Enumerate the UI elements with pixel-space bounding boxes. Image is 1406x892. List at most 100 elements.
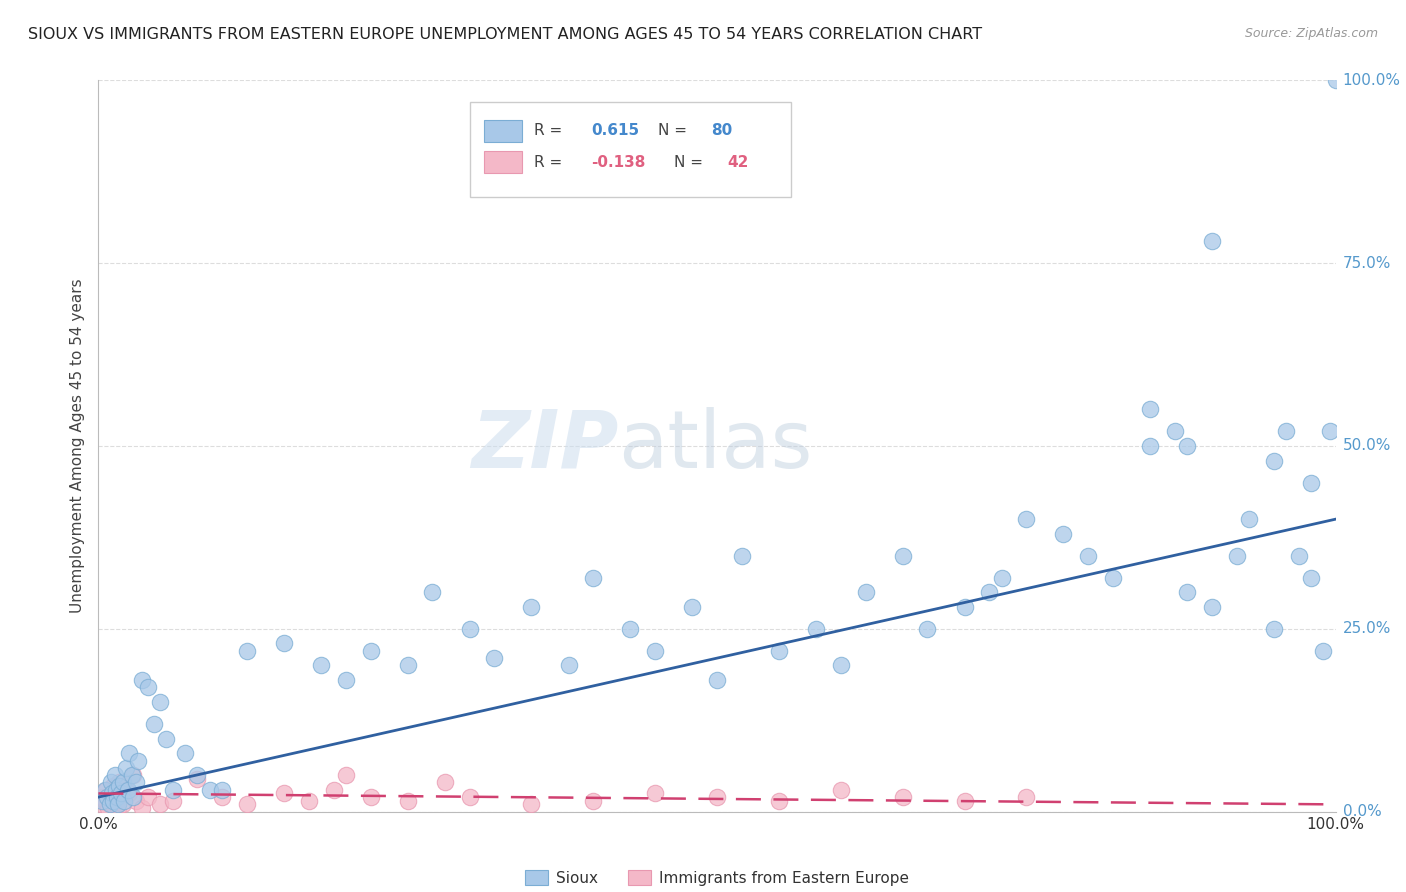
Point <box>100 790 122 805</box>
Point <box>458 790 481 805</box>
Point <box>298 794 321 808</box>
Point <box>211 790 233 805</box>
Point <box>149 797 172 812</box>
Point <box>93 794 115 808</box>
Point <box>396 658 419 673</box>
Point <box>236 797 259 812</box>
Point <box>830 782 852 797</box>
Point <box>100 775 122 789</box>
Text: R =: R = <box>534 154 567 169</box>
Point <box>484 651 506 665</box>
Point <box>706 673 728 687</box>
Point <box>830 658 852 673</box>
Text: 75.0%: 75.0% <box>1343 256 1391 270</box>
Point <box>108 779 131 793</box>
Point <box>124 794 146 808</box>
Point <box>1263 453 1285 467</box>
Point <box>1175 585 1198 599</box>
Point <box>121 768 143 782</box>
Text: 50.0%: 50.0% <box>1343 439 1391 453</box>
Point <box>101 787 124 801</box>
Point <box>273 787 295 801</box>
Point <box>122 790 145 805</box>
Point <box>1299 571 1322 585</box>
Point <box>458 622 481 636</box>
Point <box>143 717 166 731</box>
Point <box>1201 234 1223 248</box>
Legend: Sioux, Immigrants from Eastern Europe: Sioux, Immigrants from Eastern Europe <box>519 863 915 892</box>
Point <box>122 768 145 782</box>
Point <box>131 801 153 815</box>
Point <box>93 782 115 797</box>
Text: 0.0%: 0.0% <box>1343 805 1381 819</box>
Point <box>422 585 444 599</box>
Point <box>1275 425 1298 439</box>
Point <box>557 658 579 673</box>
Point <box>96 790 118 805</box>
Point <box>108 775 131 789</box>
Point <box>114 761 136 775</box>
Point <box>91 790 114 805</box>
Point <box>979 585 1001 599</box>
Point <box>953 794 976 808</box>
Point <box>1237 512 1260 526</box>
Text: ZIP: ZIP <box>471 407 619 485</box>
Point <box>110 790 132 805</box>
Point <box>1324 73 1347 87</box>
Point <box>114 782 136 797</box>
Text: -0.138: -0.138 <box>591 154 645 169</box>
Point <box>103 779 125 793</box>
Point <box>174 746 197 760</box>
Point <box>103 794 125 808</box>
Point <box>1175 439 1198 453</box>
Point <box>110 787 132 801</box>
Point <box>1015 512 1038 526</box>
Point <box>1299 475 1322 490</box>
Point <box>990 571 1012 585</box>
Bar <box>485 152 522 173</box>
Point <box>619 622 641 636</box>
Point <box>107 801 129 815</box>
Point <box>112 775 135 789</box>
Point <box>98 797 121 812</box>
Point <box>891 790 914 805</box>
FancyBboxPatch shape <box>470 103 792 197</box>
Point <box>1015 790 1038 805</box>
Point <box>103 787 125 801</box>
Point <box>433 775 456 789</box>
Point <box>136 790 159 805</box>
Text: 42: 42 <box>727 154 748 169</box>
Point <box>124 775 146 789</box>
Point <box>520 599 543 614</box>
Point <box>768 794 790 808</box>
Point <box>335 673 357 687</box>
Point <box>309 658 332 673</box>
Point <box>644 787 666 801</box>
Point <box>644 644 666 658</box>
Point <box>118 787 141 801</box>
Point <box>105 790 128 805</box>
Point <box>103 768 125 782</box>
Point <box>1052 526 1074 541</box>
Point <box>681 599 703 614</box>
Point <box>396 794 419 808</box>
Point <box>1319 425 1341 439</box>
Point <box>1312 644 1334 658</box>
Point <box>917 622 939 636</box>
Point <box>1288 549 1310 563</box>
Point <box>360 644 382 658</box>
Point <box>520 797 543 812</box>
Point <box>118 746 141 760</box>
Point <box>322 782 344 797</box>
Point <box>582 794 605 808</box>
Point <box>112 797 135 812</box>
Point <box>273 636 295 650</box>
Point <box>117 782 139 797</box>
Point <box>105 794 128 808</box>
Point <box>1263 622 1285 636</box>
Point <box>91 794 114 808</box>
Point <box>131 673 153 687</box>
Point <box>107 797 129 812</box>
Point <box>1226 549 1249 563</box>
Point <box>162 794 184 808</box>
